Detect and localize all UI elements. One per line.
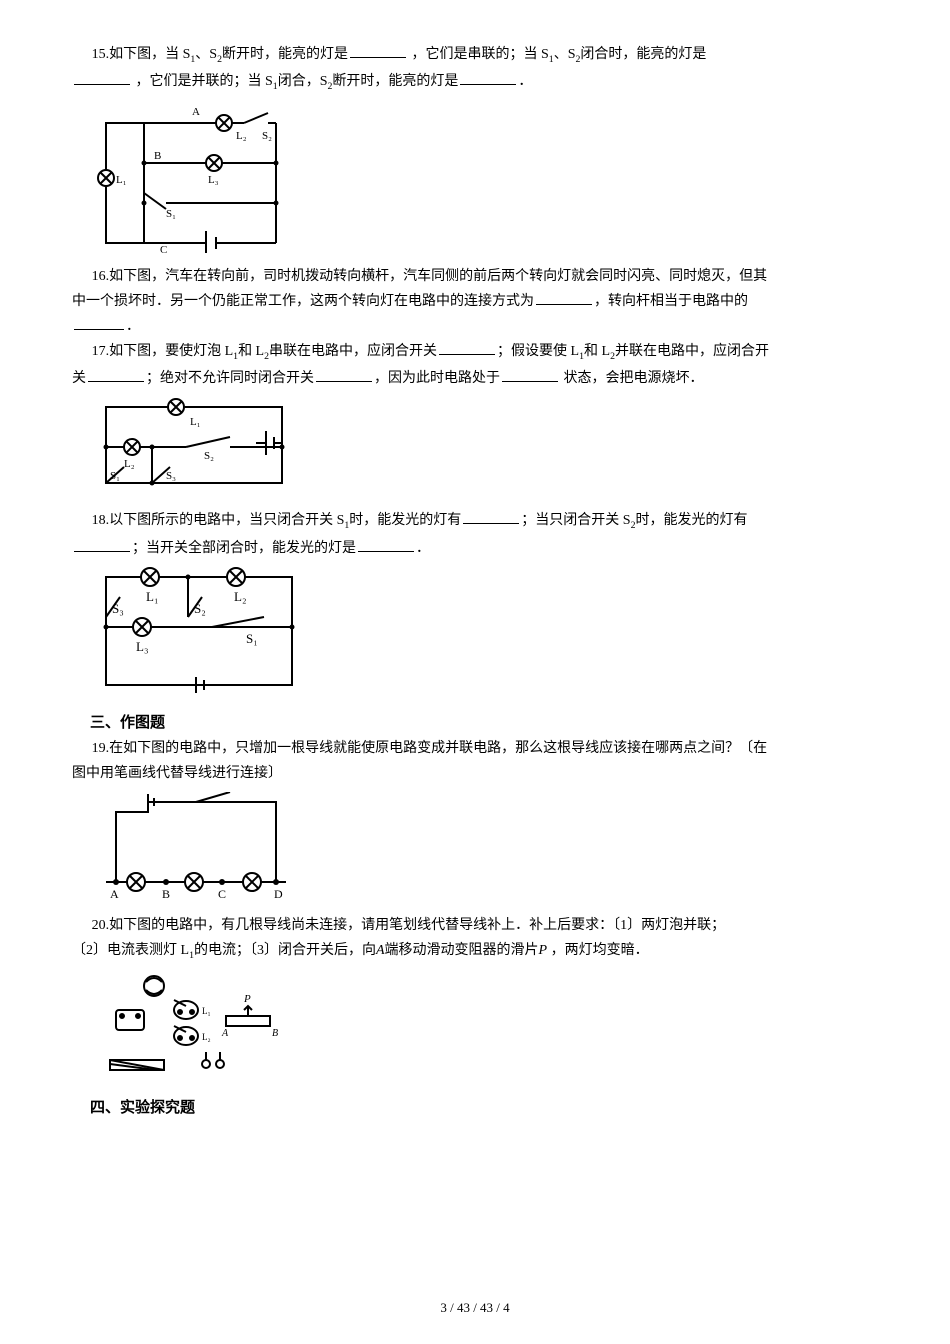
- q20-a: A: [376, 943, 385, 958]
- lbl-B: B: [162, 887, 170, 901]
- lbl-S2: S₂: [204, 450, 214, 462]
- q17-t7: 关: [72, 371, 86, 386]
- blank: [74, 316, 124, 330]
- q15-t8: 闭合，S: [278, 74, 328, 89]
- q15-t1: 15.如下图，当 S: [92, 47, 191, 62]
- lbl-L3: L₃: [136, 639, 148, 654]
- lbl-PA: A: [221, 1028, 229, 1039]
- diagram-20: P A B L₁ L₂: [96, 972, 878, 1087]
- blank: [316, 368, 372, 382]
- q18-t2: 时，能发光的灯有: [349, 513, 461, 528]
- blank: [350, 44, 406, 58]
- q17-line1: 17.如下图，要使灯泡 L1和 L2串联在电路中，应闭合开关；假设要使 L1和 …: [72, 341, 878, 364]
- q20-line1: 20.如下图的电路中，有几根导线尚未连接，请用笔划线代替导线补上．补上后要求：〔…: [72, 915, 878, 936]
- blank: [502, 368, 558, 382]
- page-footer: 3 / 43 / 43 / 4: [0, 1300, 950, 1316]
- q15-line1: 15.如下图，当 S1、S2断开时，能亮的灯是 ，它们是串联的；当 S1、S2闭…: [72, 44, 878, 67]
- lbl-bL2: L₂: [202, 1032, 211, 1042]
- q18-line1: 18.以下图所示的电路中，当只闭合开关 S1时，能发光的灯有；当只闭合开关 S2…: [72, 510, 878, 533]
- blank: [439, 341, 495, 355]
- q20-t2: 的电流；〔3〕闭合开关后，向: [194, 943, 376, 958]
- q15-t4: ，它们是串联的；当 S: [412, 47, 549, 62]
- lbl-C: C: [218, 887, 226, 901]
- q15-t6: 闭合时，能亮的灯是: [580, 47, 706, 62]
- lbl-PB: B: [272, 1028, 278, 1039]
- diagram-19: A B C D: [96, 792, 878, 907]
- q20-t3: 端移动滑动变阻器的滑片: [385, 943, 539, 958]
- q15-t2: 、S: [195, 47, 217, 62]
- q15-line2: ，它们是并联的；当 S1闭合，S2断开时，能亮的灯是．: [72, 71, 878, 94]
- q16-t3: ．: [126, 319, 140, 334]
- q15-t10: ．: [518, 74, 532, 89]
- q17-t8: ；绝对不允许同时闭合开关: [146, 371, 314, 386]
- blank: [74, 71, 130, 85]
- q18-t5: ；当开关全部闭合时，能发光的灯是: [132, 541, 356, 556]
- q20-t1: 〔2〕电流表测灯 L: [72, 943, 189, 958]
- q17-t5: 和 L: [584, 344, 610, 359]
- lbl-S2: S₂: [194, 601, 206, 616]
- q16-t2: ，转向杆相当于电路中的: [594, 294, 748, 309]
- q15-t7: ，它们是并联的；当 S: [136, 74, 273, 89]
- q18-t6: ．: [416, 541, 430, 556]
- q17-t3: 串联在电路中，应闭合开关: [269, 344, 437, 359]
- q17-t1: 17.如下图，要使灯泡 L: [92, 344, 234, 359]
- q18-t4: 时，能发光的灯有: [636, 513, 748, 528]
- q20-p: P: [539, 943, 548, 958]
- q15-t9: 断开时，能亮的灯是: [332, 74, 458, 89]
- lbl-L2: L₂: [234, 589, 246, 604]
- lbl-S3: S₃: [166, 470, 176, 482]
- q16-line2: 中一个损坏时．另一个仍能正常工作，这两个转向灯在电路中的连接方式为 ，转向杆相当于…: [72, 291, 878, 312]
- q20-line2: 〔2〕电流表测灯 L1的电流；〔3〕闭合开关后，向A端移动滑动变阻器的滑片P ，…: [72, 940, 878, 963]
- q17-t4: ；假设要使 L: [497, 344, 579, 359]
- q19-line2: 图中用笔画线代替导线进行连接〕: [72, 763, 878, 784]
- blank: [74, 538, 130, 552]
- blank: [536, 291, 592, 305]
- q18-line2: ；当开关全部闭合时，能发光的灯是 ．: [72, 538, 878, 559]
- label-A: A: [192, 106, 200, 118]
- blank: [358, 538, 414, 552]
- q20-t4: ，两灯均变暗．: [547, 943, 649, 958]
- lbl-S1: S₁: [110, 470, 120, 482]
- lbl-A: A: [110, 887, 119, 901]
- blank: [88, 368, 144, 382]
- label-L1: L₁: [116, 174, 127, 186]
- lbl-D: D: [274, 887, 283, 901]
- blank: [460, 71, 516, 85]
- label-S2: S₂: [262, 130, 272, 142]
- q18-t1: 18.以下图所示的电路中，当只闭合开关 S: [92, 513, 345, 528]
- section-4-title: 四、实验探究题: [72, 1097, 878, 1120]
- diagram-18: L₁ L₂ S₃ S₂ L₃ S₁: [96, 567, 878, 702]
- lbl-S1: S₁: [246, 631, 258, 646]
- lbl-L1: L₁: [146, 589, 158, 604]
- label-L3: L₃: [208, 174, 219, 186]
- diagram-17: L₁ L₂ S₁ S₃ S₂: [96, 397, 878, 502]
- label-L2: L₂: [236, 130, 247, 142]
- q16-line3: ．: [72, 316, 878, 337]
- q17-t9: ，因为此时电路处于: [374, 371, 500, 386]
- label-S1: S₁: [166, 208, 176, 220]
- q16-t1: 中一个损坏时．另一个仍能正常工作，这两个转向灯在电路中的连接方式为: [72, 294, 534, 309]
- q17-t2: 和 L: [238, 344, 264, 359]
- blank: [463, 510, 519, 524]
- q16-line1: 16.如下图，汽车在转向前，司时机拨动转向横杆，汽车同侧的前后两个转向灯就会同时…: [72, 266, 878, 287]
- q19-line1: 19.在如下图的电路中，只增加一根导线就能使原电路变成并联电路，那么这根导线应该…: [72, 738, 878, 759]
- q15-t5: 、S: [554, 47, 576, 62]
- diagram-15: A L₂ S₂ L₁ B L₃ S₁ C: [96, 103, 878, 258]
- q17-t6: 并联在电路中，应闭合开: [615, 344, 769, 359]
- q17-t10: 状态，会把电源烧坏．: [560, 371, 704, 386]
- lbl-P: P: [243, 993, 251, 1005]
- lbl-L1: L₁: [190, 416, 201, 428]
- q15-t3: 断开时，能亮的灯是: [222, 47, 348, 62]
- lbl-bL1: L₁: [202, 1006, 211, 1016]
- q18-t3: ；当只闭合开关 S: [521, 513, 630, 528]
- section-3-title: 三、作图题: [72, 712, 878, 735]
- lbl-L2: L₂: [124, 458, 135, 470]
- lbl-S3: S₃: [112, 601, 124, 616]
- label-C: C: [160, 244, 167, 253]
- label-B: B: [154, 150, 161, 162]
- q17-line2: 关 ；绝对不允许同时闭合开关 ，因为此时电路处于 状态，会把电源烧坏．: [72, 368, 878, 389]
